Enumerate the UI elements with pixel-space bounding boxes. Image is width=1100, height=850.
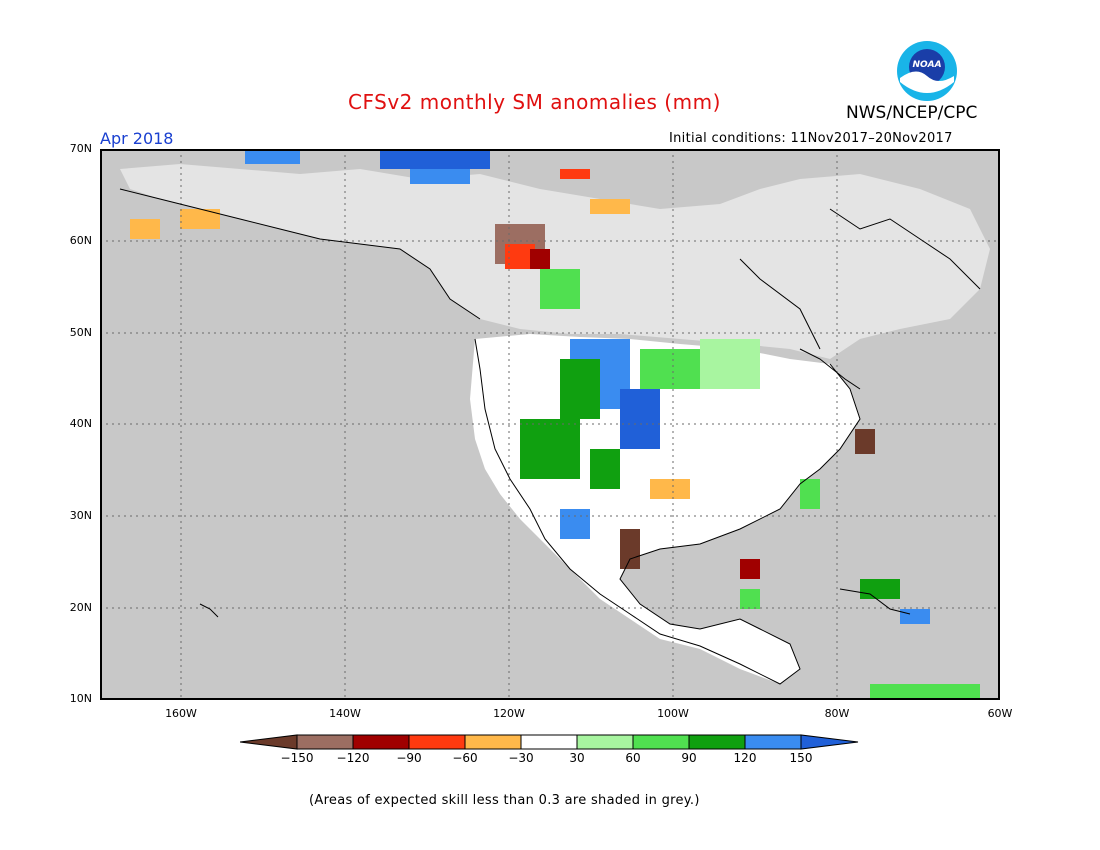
graticule	[100, 149, 1000, 700]
colorbar-segment	[352, 734, 410, 750]
colorbar-tick-label: 150	[789, 751, 813, 765]
colorbar-tick-label: −60	[452, 751, 478, 765]
colorbar-tick-label: 30	[569, 751, 585, 765]
colorbar-segment	[296, 734, 354, 750]
lat-label: 60N	[69, 234, 92, 247]
lon-label: 60W	[987, 707, 1013, 720]
lon-label: 140W	[329, 707, 361, 720]
colorbar-segment	[520, 734, 578, 750]
colorbar-tick-label: 90	[681, 751, 697, 765]
map-title: CFSv2 monthly SM anomalies (mm)	[348, 90, 721, 114]
lat-label: 50N	[69, 326, 92, 339]
agency-label: NWS/NCEP/CPC	[846, 103, 978, 123]
colorbar-tick-label: 60	[625, 751, 641, 765]
lon-label: 100W	[657, 707, 689, 720]
colorbar-tick-label: −150	[280, 751, 314, 765]
lat-label: 70N	[69, 142, 92, 155]
svg-text:NOAA: NOAA	[912, 60, 941, 70]
noaa-logo: NOAA	[897, 41, 957, 101]
lon-label: 120W	[493, 707, 525, 720]
colorbar-segment	[744, 734, 802, 750]
colorbar-tick-label: 120	[733, 751, 757, 765]
colorbar-left-arrow	[240, 734, 298, 750]
lat-label: 20N	[69, 601, 92, 614]
lon-label: 80W	[824, 707, 850, 720]
anomaly-cells	[130, 149, 980, 699]
colorbar-tick-label: −30	[508, 751, 534, 765]
colorbar-segment	[576, 734, 634, 750]
lat-label: 40N	[69, 417, 92, 430]
skill-note: (Areas of expected skill less than 0.3 a…	[309, 793, 700, 808]
colorbar-segment	[632, 734, 690, 750]
colorbar-right-arrow	[800, 734, 859, 750]
canada-land	[120, 164, 990, 359]
anomaly-map	[100, 149, 1000, 700]
lat-label: 10N	[69, 692, 92, 705]
lat-label: 30N	[69, 509, 92, 522]
colorbar-segment	[408, 734, 466, 750]
colorbar-segment	[688, 734, 746, 750]
map-frame	[100, 149, 1000, 700]
colorbar	[240, 734, 859, 750]
lon-label: 160W	[165, 707, 197, 720]
colorbar-tick-label: −120	[336, 751, 370, 765]
forecast-month: Apr 2018	[100, 129, 174, 148]
colorbar-segment	[464, 734, 522, 750]
initial-conditions: Initial conditions: 11Nov2017–20Nov2017	[669, 131, 953, 146]
colorbar-tick-label: −90	[396, 751, 422, 765]
coastlines	[119, 188, 981, 685]
